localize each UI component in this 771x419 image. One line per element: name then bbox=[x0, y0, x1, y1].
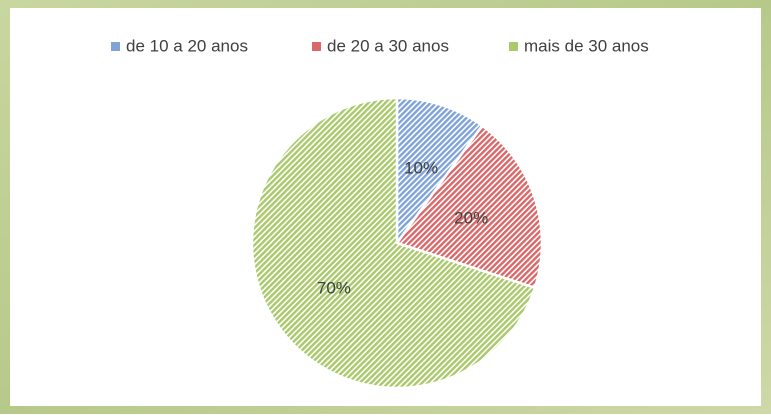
data-label: 10% bbox=[404, 158, 438, 177]
legend-label: de 10 a 20 anos bbox=[126, 36, 248, 55]
legend-label: mais de 30 anos bbox=[524, 36, 649, 55]
legend-marker bbox=[312, 42, 321, 51]
data-label: 70% bbox=[317, 278, 351, 297]
pie-slice bbox=[394, 123, 544, 290]
legend-marker bbox=[111, 42, 120, 51]
legend-label: de 20 a 30 anos bbox=[327, 36, 449, 55]
data-label: 20% bbox=[454, 208, 488, 227]
legend-marker bbox=[509, 42, 518, 51]
pie-slice bbox=[250, 96, 537, 390]
pie-slice bbox=[395, 96, 484, 247]
